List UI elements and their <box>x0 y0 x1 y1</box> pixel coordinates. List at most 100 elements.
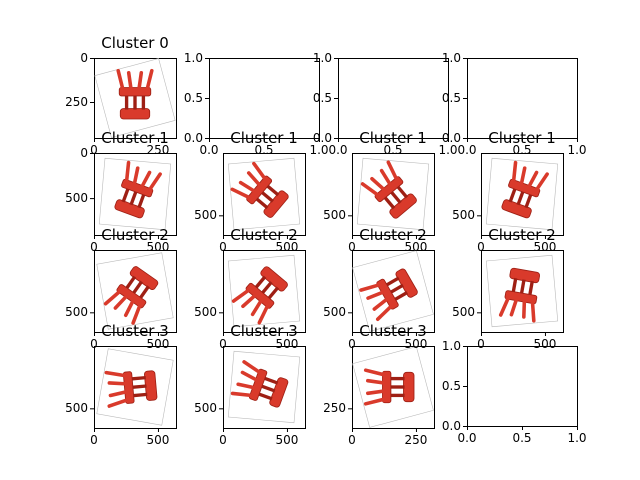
subplot-title: Cluster 2 <box>359 226 427 244</box>
x-tick-label: 0 <box>219 337 227 351</box>
image-border <box>352 346 434 428</box>
image-border <box>352 250 434 332</box>
subplot-r1c2 <box>348 153 435 239</box>
image-border <box>98 157 172 231</box>
subplot-r1c0 <box>90 153 177 239</box>
chair-render <box>230 161 289 218</box>
subplot-r3c3 <box>463 346 578 430</box>
y-tick-label: 500 <box>194 401 217 416</box>
x-tick-label: 500 <box>404 337 428 351</box>
y-tick-label: 500 <box>323 305 346 320</box>
y-tick-label: 500 <box>323 208 346 223</box>
y-tick-label: 500 <box>65 401 88 416</box>
x-tick-label: 0.5 <box>512 431 532 445</box>
subplot-title: Cluster 2 <box>101 226 169 244</box>
subplot-title: Cluster 2 <box>230 226 298 244</box>
x-tick-label: 500 <box>404 240 428 254</box>
x-tick-label: 500 <box>146 240 170 254</box>
subplot-title: Cluster 1 <box>488 129 556 147</box>
x-tick-label: 0 <box>219 240 227 254</box>
image-border <box>227 350 301 424</box>
axes-frame <box>467 346 578 427</box>
x-tick-label: 1.0 <box>567 143 587 157</box>
x-tick-label: 0.0 <box>457 431 477 445</box>
x-tick-label: 0 <box>90 433 98 447</box>
x-tick-label: 0.5 <box>512 143 532 157</box>
x-tick-label: 500 <box>146 433 170 447</box>
x-tick-label: 500 <box>146 337 170 351</box>
y-tick-label: 500 <box>452 305 475 320</box>
x-tick-label: 0 <box>477 240 485 254</box>
chair-render <box>114 160 162 219</box>
chair-render <box>230 360 289 408</box>
axes-frame <box>467 58 578 139</box>
chair-render <box>116 68 154 120</box>
x-tick-label: 0 <box>348 433 356 447</box>
y-tick-label: 500 <box>194 208 217 223</box>
x-tick-label: 0 <box>219 433 227 447</box>
axes-frame <box>338 58 449 139</box>
y-tick-label: 250 <box>65 95 88 109</box>
x-tick-label: 250 <box>404 433 428 447</box>
x-tick-label: 500 <box>275 433 299 447</box>
y-tick-label: 500 <box>65 191 88 206</box>
image-border <box>356 157 430 231</box>
y-tick-label: 250 <box>323 401 346 416</box>
chair-render <box>498 267 541 323</box>
chair-render <box>363 368 415 406</box>
subplot-title: Cluster 1 <box>359 129 427 147</box>
subplot-title: Cluster 0 <box>101 34 169 52</box>
y-tick-label: 1.0 <box>183 51 203 65</box>
y-tick-label: 0 <box>80 51 88 65</box>
subplot-r0c1 <box>205 58 320 142</box>
subplot-r2c2 <box>348 250 435 336</box>
x-tick-label: 0.0 <box>328 143 348 157</box>
chair-render <box>104 370 158 408</box>
subplot-r2c3 <box>477 250 564 336</box>
x-tick-label: 0.0 <box>457 143 477 157</box>
x-tick-label: 0.5 <box>254 143 274 157</box>
subplot-r0c3 <box>463 58 578 142</box>
y-tick-label: 0.0 <box>312 131 332 145</box>
image-border <box>485 254 559 328</box>
axes-frame <box>209 58 320 139</box>
x-tick-label: 0 <box>90 143 98 157</box>
y-tick-label: 500 <box>65 305 88 320</box>
y-tick-label: 0.5 <box>441 379 461 393</box>
y-tick-label: 500 <box>452 208 475 223</box>
y-tick-label: 500 <box>194 305 217 320</box>
y-tick-label: 0 <box>80 146 88 160</box>
x-tick-label: 500 <box>533 240 557 254</box>
subplot-title: Cluster 3 <box>101 322 169 340</box>
x-tick-label: 0 <box>348 240 356 254</box>
subplot-title: Cluster 1 <box>230 129 298 147</box>
subplot-r3c0 <box>90 346 177 432</box>
x-tick-label: 0 <box>477 337 485 351</box>
y-tick-label: 1.0 <box>441 51 461 65</box>
y-tick-label: 0.0 <box>183 131 203 145</box>
x-tick-label: 1.0 <box>567 431 587 445</box>
subplot-r1c3 <box>477 153 564 239</box>
chair-render <box>501 160 549 219</box>
y-tick-label: 0.5 <box>441 91 461 105</box>
y-tick-label: 0.0 <box>441 419 461 433</box>
subplot-title: Cluster 1 <box>101 129 169 147</box>
subplot-title: Cluster 2 <box>488 226 556 244</box>
x-tick-label: 0 <box>348 337 356 351</box>
x-tick-label: 0 <box>90 240 98 254</box>
subplot-r3c2 <box>348 346 435 432</box>
subplot-r3c1 <box>219 346 306 432</box>
subplot-r2c0 <box>90 250 177 336</box>
y-tick-label: 0.0 <box>441 131 461 145</box>
chair-render <box>231 266 288 325</box>
x-tick-label: 0 <box>90 337 98 351</box>
image-border <box>227 157 301 231</box>
y-tick-label: 0.5 <box>183 91 203 105</box>
chair-render <box>103 266 159 325</box>
x-tick-label: 1.0 <box>309 143 329 157</box>
y-tick-label: 1.0 <box>441 339 461 353</box>
image-border <box>227 254 301 328</box>
x-tick-label: 1.0 <box>438 143 458 157</box>
